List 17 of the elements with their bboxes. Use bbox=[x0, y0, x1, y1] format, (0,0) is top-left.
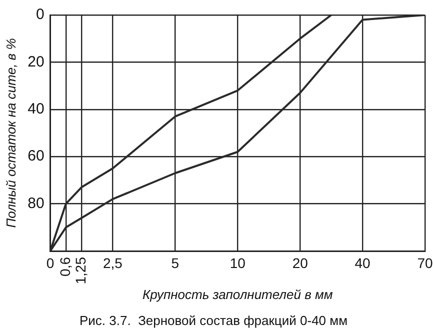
y-tick-label: 20 bbox=[28, 53, 44, 70]
y-tick-label: 40 bbox=[28, 100, 44, 118]
x-tick-label: 70 bbox=[417, 254, 433, 271]
x-axis-title: Крупность заполнителей в мм bbox=[142, 287, 333, 302]
x-tick-label: 0,6 bbox=[56, 256, 73, 276]
y-axis-title: Полный остаток на сите, в % bbox=[3, 38, 18, 228]
x-tick-label: 0 bbox=[46, 254, 54, 271]
x-tick-label: 1,25 bbox=[72, 256, 88, 284]
x-tick-label: 40 bbox=[354, 254, 371, 271]
x-tick-label: 5 bbox=[171, 254, 180, 271]
y-tick-label: 0 bbox=[36, 6, 44, 24]
x-tick-label: 2,5 bbox=[103, 254, 123, 271]
text: Рис. 3.7. Зерновой состав фракций 0-40 мм bbox=[79, 312, 348, 328]
x-tick-label: 10 bbox=[230, 254, 246, 271]
y-tick-label: 60 bbox=[28, 148, 44, 165]
x-tick-label: 20 bbox=[292, 254, 308, 271]
y-tick-label: 80 bbox=[28, 194, 44, 212]
